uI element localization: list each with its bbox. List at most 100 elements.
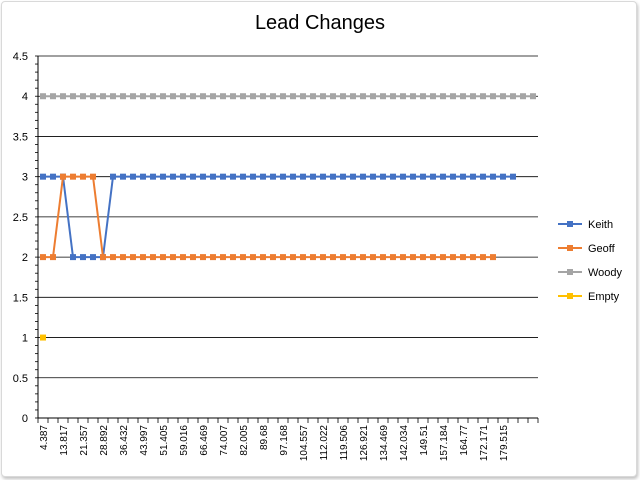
y-tick-label: 2 (22, 252, 28, 264)
data-point (250, 93, 256, 100)
data-point (390, 173, 396, 180)
x-tick-label: 172.171 (479, 425, 490, 462)
data-point (120, 173, 126, 180)
data-point (420, 173, 426, 180)
legend-label: Geoff (588, 243, 616, 255)
data-point (350, 93, 356, 100)
data-point (150, 93, 156, 100)
data-point (300, 254, 306, 261)
x-tick-label: 74.007 (219, 425, 230, 456)
data-point (430, 173, 436, 180)
data-point (180, 93, 186, 100)
legend-item-geoff: Geoff (558, 243, 616, 255)
x-tick-label: 119.506 (339, 425, 350, 461)
data-point (300, 173, 306, 180)
data-point (400, 254, 406, 261)
legend-marker (567, 221, 573, 227)
data-point (100, 254, 106, 261)
y-tick-label: 1 (22, 333, 28, 345)
data-point (170, 254, 176, 261)
axes: 0 0.5 1 1.5 2 2.5 3 3.5 4 4.5 4.387 13.817 21.357 28.… (13, 51, 539, 462)
series-woody (40, 93, 536, 100)
data-point (250, 173, 256, 180)
data-point (150, 173, 156, 180)
data-point (270, 93, 276, 100)
data-point (140, 93, 146, 100)
x-tick-label: 157.184 (439, 425, 450, 462)
data-point (290, 254, 296, 261)
data-point (200, 173, 206, 180)
data-point (130, 93, 136, 100)
data-point (200, 93, 206, 100)
data-point (160, 173, 166, 180)
data-point (70, 254, 76, 261)
data-point (170, 93, 176, 100)
series-geoff (40, 173, 496, 261)
data-point (520, 93, 526, 100)
data-point (320, 173, 326, 180)
data-point (40, 173, 46, 180)
data-point (160, 254, 166, 261)
x-tick-label: 13.817 (59, 425, 70, 456)
legend-label: Keith (588, 219, 613, 231)
data-point (530, 93, 536, 100)
x-tick-label: 43.997 (139, 425, 150, 456)
data-point (380, 254, 386, 261)
x-tick-label: 134.469 (379, 425, 390, 462)
data-point (380, 173, 386, 180)
y-tick-label: 4.5 (13, 51, 28, 63)
data-point (230, 93, 236, 100)
legend-marker (567, 269, 573, 275)
data-point (390, 93, 396, 100)
data-point (470, 254, 476, 261)
data-point (490, 254, 496, 261)
data-point (310, 93, 316, 100)
data-point (70, 173, 76, 180)
x-tick-label: 59.016 (179, 425, 190, 456)
data-point (50, 173, 56, 180)
data-point (190, 173, 196, 180)
legend-label: Woody (588, 267, 623, 279)
data-point (40, 93, 46, 100)
data-point (370, 173, 376, 180)
data-point (380, 93, 386, 100)
data-point (230, 173, 236, 180)
data-point (430, 254, 436, 261)
data-point (180, 173, 186, 180)
y-tick-label: 0.5 (13, 373, 28, 385)
data-point (70, 93, 76, 100)
data-point (320, 254, 326, 261)
data-point (360, 173, 366, 180)
data-point (260, 173, 266, 180)
data-point (220, 173, 226, 180)
data-point (420, 93, 426, 100)
x-tick-label: 66.469 (199, 425, 210, 456)
x-tick-label: 164.77 (459, 425, 470, 456)
data-point (60, 173, 66, 180)
legend-item-keith: Keith (558, 219, 613, 231)
x-tick-label: 4.387 (39, 425, 50, 450)
data-point (350, 254, 356, 261)
y-tick-label: 3.5 (13, 131, 28, 143)
series-empty (40, 334, 46, 341)
data-point (120, 254, 126, 261)
x-tick-label: 104.557 (299, 425, 310, 462)
data-point (210, 254, 216, 261)
y-tick-label: 4 (22, 91, 28, 103)
data-point (260, 254, 266, 261)
data-point (220, 93, 226, 100)
data-point (490, 93, 496, 100)
data-point (110, 254, 116, 261)
data-point (130, 173, 136, 180)
data-point (150, 254, 156, 261)
data-point (50, 254, 56, 261)
data-point (450, 254, 456, 261)
data-point (140, 173, 146, 180)
data-point (480, 254, 486, 261)
data-point (190, 93, 196, 100)
series-layer (40, 93, 536, 341)
x-tick-label: 51.405 (159, 425, 170, 456)
data-point (120, 93, 126, 100)
